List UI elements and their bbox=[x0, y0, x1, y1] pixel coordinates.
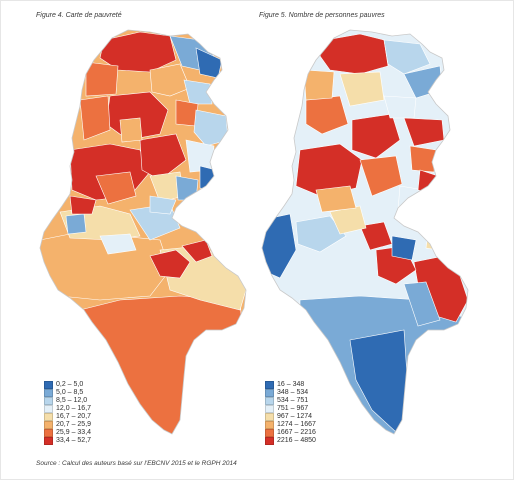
legend-item: 751 – 967 bbox=[265, 405, 316, 413]
legend-label: 1274 – 1667 bbox=[277, 421, 316, 428]
legend-swatch bbox=[265, 413, 274, 421]
legend-item: 8,5 – 12,0 bbox=[44, 397, 91, 405]
legend-item: 0,2 – 5,0 bbox=[44, 381, 91, 389]
legend-item: 16,7 – 20,7 bbox=[44, 413, 91, 421]
legend-swatch bbox=[265, 405, 274, 413]
legend-label: 16,7 – 20,7 bbox=[56, 413, 92, 420]
legend-item: 25,9 – 33,4 bbox=[44, 429, 91, 437]
legend-label: 12,0 – 16,7 bbox=[56, 405, 92, 412]
legend-swatch bbox=[265, 421, 274, 429]
legend-swatch bbox=[265, 381, 274, 389]
legend-label: 534 – 751 bbox=[277, 397, 309, 404]
figure-4-title: Figure 4. Carte de pauvreté bbox=[36, 12, 122, 19]
legend-label: 5,0 – 8,5 bbox=[56, 389, 84, 396]
legend-label: 16 – 348 bbox=[277, 381, 305, 388]
legend-poverty-rate: 0,2 – 5,0 5,0 – 8,5 8,5 – 12,0 12,0 – 16… bbox=[44, 381, 91, 445]
legend-label: 20,7 – 25,9 bbox=[56, 421, 92, 428]
legend-swatch bbox=[44, 421, 53, 429]
legend-label: 33,4 – 52,7 bbox=[56, 437, 92, 444]
source-note: Source : Calcul des auteurs basé sur l'E… bbox=[36, 460, 237, 467]
legend-swatch bbox=[44, 397, 53, 405]
legend-item: 33,4 – 52,7 bbox=[44, 437, 91, 445]
legend-item: 12,0 – 16,7 bbox=[44, 405, 91, 413]
legend-item: 967 – 1274 bbox=[265, 413, 316, 421]
legend-label: 2216 – 4850 bbox=[277, 437, 316, 444]
legend-swatch bbox=[265, 429, 274, 437]
legend-label: 8,5 – 12,0 bbox=[56, 397, 88, 404]
legend-item: 1274 – 1667 bbox=[265, 421, 316, 429]
legend-swatch bbox=[44, 413, 53, 421]
legend-item: 5,0 – 8,5 bbox=[44, 389, 91, 397]
legend-swatch bbox=[44, 389, 53, 397]
legend-item: 20,7 – 25,9 bbox=[44, 421, 91, 429]
legend-swatch bbox=[44, 437, 53, 445]
legend-swatch bbox=[44, 429, 53, 437]
legend-swatch bbox=[44, 381, 53, 389]
legend-swatch bbox=[265, 437, 274, 445]
legend-label: 1667 – 2216 bbox=[277, 429, 316, 436]
count-map-outline bbox=[261, 29, 469, 435]
legend-poor-people-count: 16 – 348 348 – 534 534 – 751 751 – 967 9… bbox=[265, 381, 316, 445]
figure-5-title: Figure 5. Nombre de personnes pauvres bbox=[259, 12, 385, 19]
legend-label: 967 – 1274 bbox=[277, 413, 313, 420]
legend-item: 348 – 534 bbox=[265, 389, 316, 397]
legend-label: 348 – 534 bbox=[277, 389, 309, 396]
legend-label: 0,2 – 5,0 bbox=[56, 381, 84, 388]
legend-swatch bbox=[44, 405, 53, 413]
legend-item: 534 – 751 bbox=[265, 397, 316, 405]
legend-item: 16 – 348 bbox=[265, 381, 316, 389]
legend-swatch bbox=[265, 389, 274, 397]
legend-label: 751 – 967 bbox=[277, 405, 309, 412]
legend-label: 25,9 – 33,4 bbox=[56, 429, 92, 436]
legend-item: 2216 – 4850 bbox=[265, 437, 316, 445]
legend-swatch bbox=[265, 397, 274, 405]
legend-item: 1667 – 2216 bbox=[265, 429, 316, 437]
